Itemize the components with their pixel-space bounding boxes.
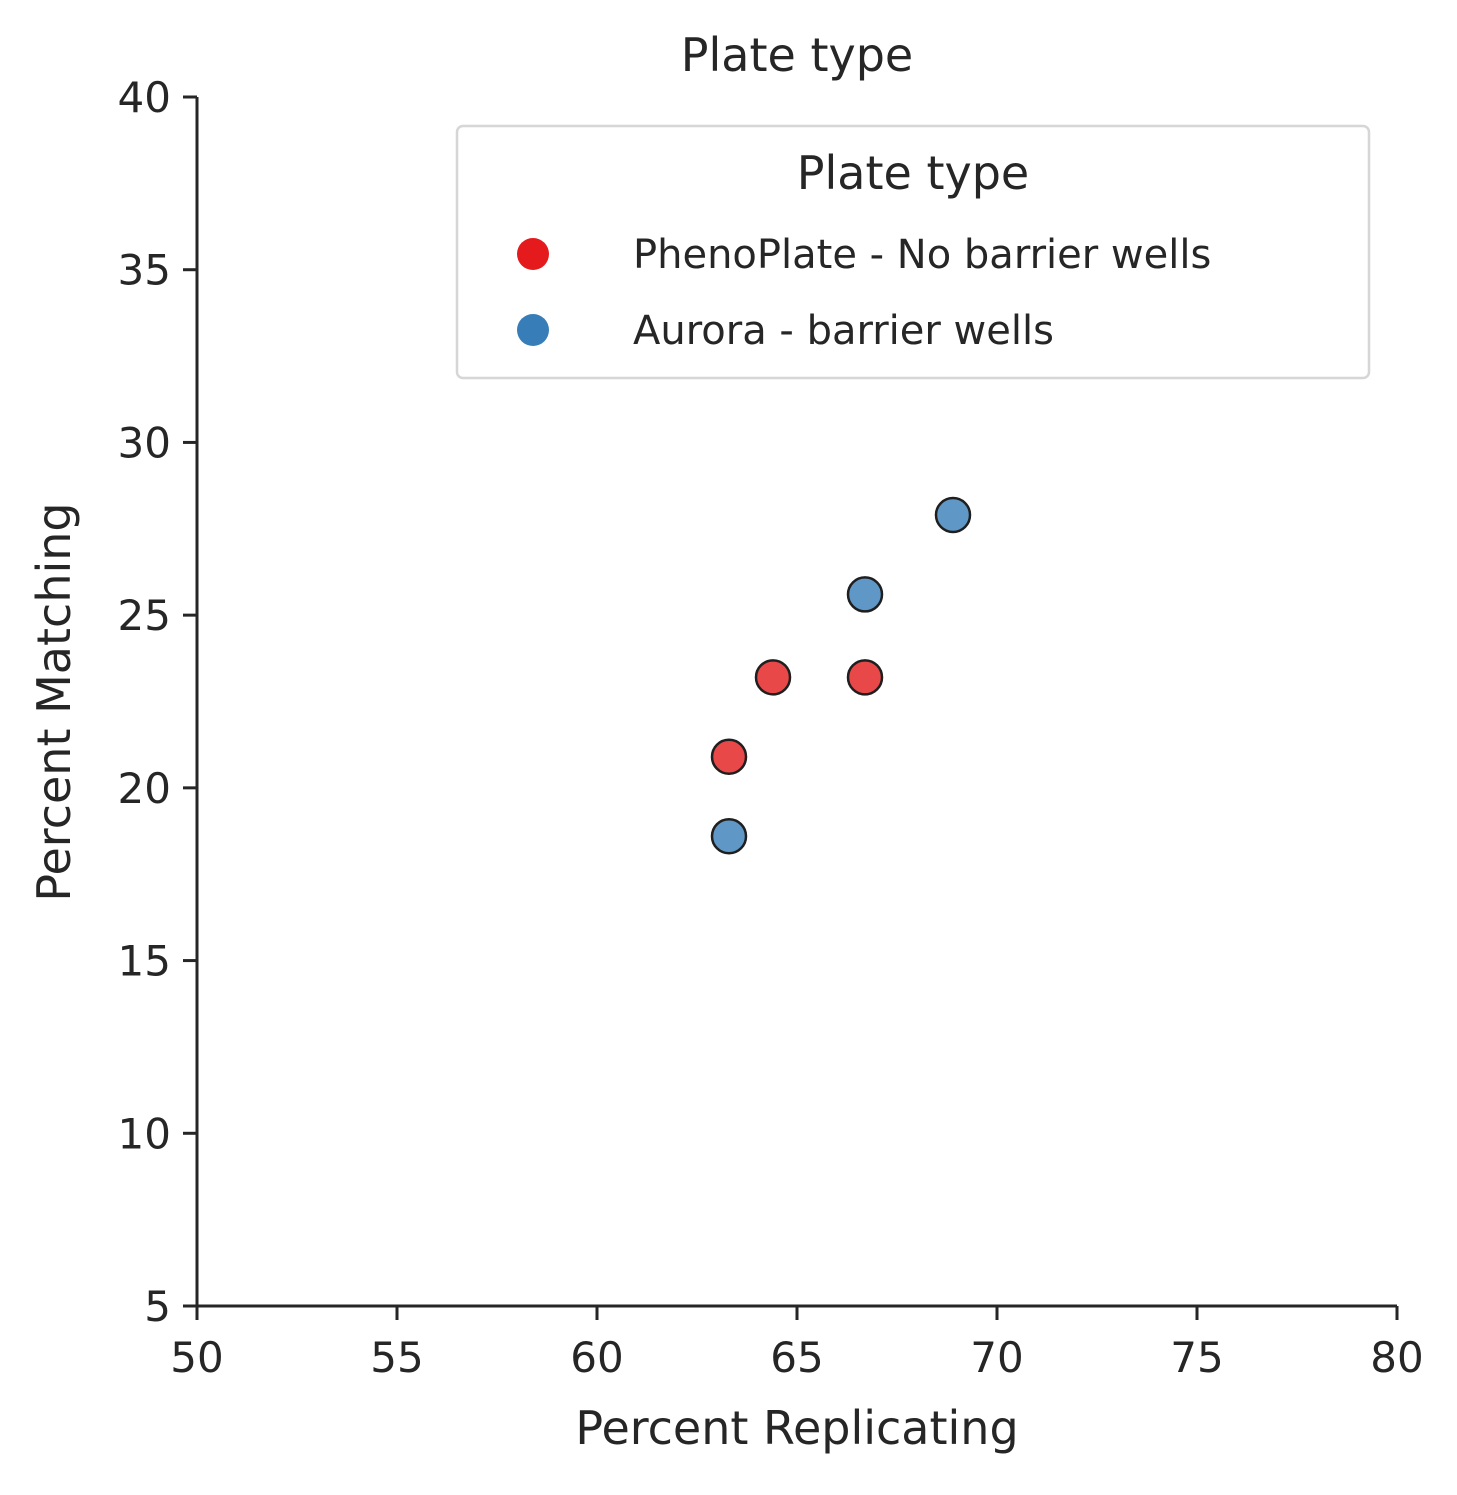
x-tick-label: 75	[1170, 1333, 1223, 1382]
legend-marker-series-1	[517, 238, 549, 270]
data-points	[710, 496, 972, 855]
y-tick-label: 35	[118, 246, 171, 295]
legend-items: PhenoPlate - No barrier wells Aurora - ba…	[517, 232, 1211, 354]
legend: Plate type PhenoPlate - No barrier wells…	[455, 124, 1371, 380]
x-tick-label: 55	[370, 1333, 423, 1382]
x-tick-label: 50	[170, 1333, 223, 1382]
data-point-series-1	[710, 738, 748, 776]
legend-label-series-1: PhenoPlate - No barrier wells	[633, 232, 1211, 278]
y-ticks: 5 10 15 20 25 30 35 40	[118, 73, 197, 1331]
y-tick-label: 25	[118, 591, 171, 640]
x-tick-label: 65	[770, 1333, 823, 1382]
x-axis-label: Percent Replicating	[575, 1401, 1018, 1455]
legend-label-series-2: Aurora - barrier wells	[633, 308, 1054, 354]
chart-title: Plate type	[681, 28, 913, 82]
legend-title: Plate type	[797, 146, 1029, 200]
legend-marker-series-2	[517, 314, 549, 346]
legend-box	[455, 124, 1371, 380]
data-point-series-2	[710, 817, 748, 855]
x-ticks: 50 55 60 65 70 75 80	[170, 1306, 1424, 1382]
data-point-series-1	[754, 659, 792, 696]
data-point-series-2	[846, 576, 884, 613]
y-tick-label: 10	[118, 1109, 171, 1158]
data-point-series-2	[934, 496, 972, 534]
y-tick-label: 30	[118, 418, 171, 467]
x-tick-label: 70	[970, 1333, 1023, 1382]
y-tick-label: 5	[144, 1282, 171, 1331]
y-tick-label: 40	[118, 73, 171, 122]
y-tick-label: 20	[118, 764, 171, 813]
y-tick-label: 15	[118, 937, 171, 986]
x-tick-label: 80	[1370, 1333, 1423, 1382]
y-axis-label: Percent Matching	[27, 502, 81, 901]
data-point-series-1	[846, 659, 884, 696]
x-tick-label: 60	[570, 1333, 623, 1382]
